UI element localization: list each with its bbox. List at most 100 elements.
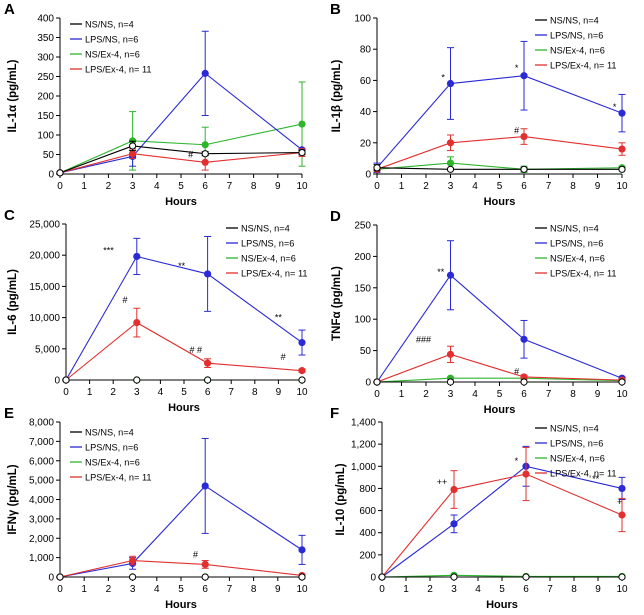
significance-mark: #: [514, 125, 519, 135]
x-tick-label: 10: [296, 181, 308, 192]
significance-mark: #: [514, 366, 519, 376]
panel-e: E 0 1,000 2,000 3,000 4,000 5,000 6,000 7,000 8,0…: [4, 405, 308, 611]
panel-c: C 0 5,000 10,000 15,000 20,000 25,000 0 1 2 3 4 5 6 7 8…: [4, 207, 308, 414]
x-tick-label: 3: [448, 181, 454, 192]
x-tick-label: 10: [296, 584, 308, 595]
y-tick-label: 25,000: [29, 220, 60, 231]
significance-mark: #: [193, 550, 198, 560]
data-point: [133, 252, 141, 261]
x-tick-label: 6: [521, 389, 527, 400]
data-point: [204, 359, 212, 367]
data-point: [201, 69, 209, 77]
data-point: [56, 169, 64, 177]
y-tick-label: 100: [37, 131, 54, 142]
y-tick-label: 150: [354, 283, 371, 294]
x-axis-title: Hours: [168, 402, 200, 414]
panel-d: D 0 50 100 150 200 250 0 1 2 3 4 5 6 7 8 9 10 Hours TNFα (p…: [330, 208, 628, 416]
x-tick-label: 7: [227, 181, 233, 192]
series-line: [376, 75, 623, 169]
data-point: [520, 378, 528, 386]
y-tick-label: 200: [359, 550, 376, 561]
y-tick-label: 15,000: [29, 282, 60, 293]
data-point: [204, 376, 212, 384]
series-line: [376, 353, 623, 383]
data-point: [446, 165, 455, 173]
x-tick-label: 2: [110, 387, 116, 398]
x-tick-label: 6: [202, 584, 208, 595]
significance-mark: *: [515, 456, 519, 466]
x-tick-label: 7: [546, 181, 552, 192]
x-tick-label: 4: [158, 387, 164, 398]
series-3: [62, 307, 306, 384]
data-point: [618, 109, 626, 117]
x-tick-label: 10: [616, 584, 628, 595]
data-point: [201, 150, 209, 158]
x-tick-label: 10: [296, 387, 308, 398]
data-point: [373, 378, 381, 386]
data-point: [298, 376, 306, 384]
panel-letter: B: [330, 1, 341, 18]
x-tick-label: 9: [595, 584, 601, 595]
y-tick-label: 3,000: [29, 514, 54, 525]
legend-label: LPS/NS, n=6: [550, 30, 603, 40]
y-tick-label: 1,000: [29, 553, 54, 564]
significance-mark: #: [188, 150, 193, 160]
x-tick-label: 6: [521, 181, 527, 192]
x-tick-label: 2: [427, 584, 433, 595]
x-tick-label: 1: [87, 387, 93, 398]
data-point: [201, 573, 209, 581]
legend-label: NS/NS, n=4: [85, 19, 134, 29]
data-point: [450, 573, 458, 581]
series-3: [373, 128, 626, 173]
series-0: [373, 378, 626, 386]
y-tick-label: 250: [354, 221, 371, 232]
x-tick-label: 5: [178, 584, 184, 595]
x-tick-label: 6: [523, 584, 529, 595]
x-tick-label: 4: [472, 181, 478, 192]
x-tick-label: 8: [570, 389, 576, 400]
panel-letter: E: [4, 405, 14, 422]
legend-label: NS/Ex-4, n=6: [85, 457, 140, 467]
y-axis-title: IL-6 (pg/mL): [7, 269, 19, 335]
panel-f: F 0 200 400 600 800 1,000 1,200 1,400 0 1 2 3 4 5 6 7 8 9 1…: [330, 405, 628, 611]
series-line: [59, 123, 303, 174]
panel-b: B 0 20 40 60 80 100 0 1 2 3 4 5 6 7 8 9 10 Hours IL-1β (pg/…: [330, 1, 628, 208]
y-tick-label: 20: [360, 138, 372, 149]
data-point: [133, 376, 141, 384]
significance-mark: ***: [103, 245, 114, 255]
series-line: [376, 167, 622, 170]
significance-mark: #: [122, 295, 127, 305]
series-line: [59, 72, 303, 174]
data-point: [520, 72, 528, 80]
x-tick-label: 8: [571, 584, 577, 595]
x-axis-title: Hours: [165, 599, 197, 611]
legend-label: LPS/Ex-4, n= 11: [85, 472, 151, 482]
series-0: [373, 164, 626, 173]
x-tick-label: 4: [475, 584, 481, 595]
y-tick-label: 50: [43, 150, 55, 161]
x-tick-label: 1: [403, 584, 409, 595]
y-tick-label: 40: [360, 107, 372, 118]
x-tick-label: 0: [379, 584, 385, 595]
x-tick-label: 0: [374, 181, 380, 192]
x-tick-label: 0: [63, 387, 69, 398]
series-line: [376, 377, 623, 383]
y-axis-title: IL-1β (pg/mL): [331, 59, 343, 132]
legend-label: LPS/NS, n=6: [550, 438, 603, 448]
data-point: [522, 470, 530, 478]
legend-label: LPS/Ex-4, n= 11: [85, 64, 151, 74]
series-line: [376, 162, 623, 170]
x-tick-label: 6: [202, 181, 208, 192]
legend-label: NS/Ex-4, n=6: [550, 453, 605, 463]
x-axis-title: Hours: [484, 404, 516, 416]
x-tick-label: 9: [275, 181, 281, 192]
x-tick-label: 1: [81, 181, 87, 192]
significance-mark: *: [613, 102, 617, 112]
x-tick-label: 4: [154, 181, 160, 192]
data-point: [129, 142, 137, 150]
data-point: [56, 573, 64, 581]
series-2: [56, 81, 306, 177]
data-point: [373, 164, 381, 172]
x-tick-label: 2: [106, 181, 112, 192]
x-axis-title: Hours: [486, 599, 518, 611]
